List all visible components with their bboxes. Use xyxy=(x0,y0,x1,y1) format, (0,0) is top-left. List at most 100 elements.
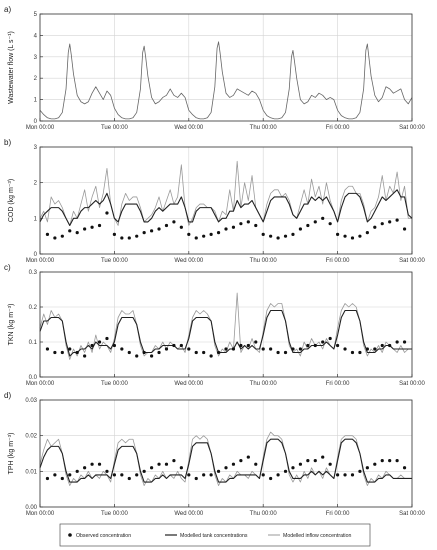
observed-point xyxy=(246,220,250,224)
observed-point xyxy=(306,459,310,463)
observed-point xyxy=(395,459,399,463)
observed-point xyxy=(321,340,325,344)
x-tick-label: Wed 00:00 xyxy=(174,511,204,517)
observed-point xyxy=(276,473,280,477)
y-tick-label: 0.1 xyxy=(29,340,38,346)
observed-point xyxy=(187,473,191,477)
y-tick-label: 0.02 xyxy=(25,434,37,440)
y-tick-label: 0.2 xyxy=(29,305,38,311)
observed-point xyxy=(45,347,50,351)
observed-point xyxy=(68,347,72,351)
observed-point xyxy=(105,336,109,341)
plot-frame xyxy=(39,271,413,378)
observed-point xyxy=(112,232,116,236)
observed-point xyxy=(261,347,265,351)
y-axis-label: Wastewater flow (L s⁻¹) xyxy=(8,31,15,104)
legend-observed-label: Observed concentration xyxy=(76,533,131,539)
observed-point xyxy=(283,350,288,355)
observed-point xyxy=(313,220,317,224)
observed-point xyxy=(187,232,191,236)
observed-point xyxy=(224,227,228,231)
observed-point xyxy=(97,462,102,466)
observed-point xyxy=(202,234,206,238)
observed-point xyxy=(164,347,169,351)
legend-tank-label: Modelled tank concentrations xyxy=(180,533,248,539)
observed-point xyxy=(388,220,392,224)
observed-point xyxy=(395,340,399,344)
x-tick-label: Wed 00:00 xyxy=(174,381,204,387)
observed-point xyxy=(269,234,273,238)
observed-point xyxy=(209,354,213,358)
observed-point xyxy=(127,350,131,355)
plot-area xyxy=(40,147,412,254)
x-tick-label: Mon 00:00 xyxy=(26,125,55,131)
plot-area xyxy=(40,272,412,377)
observed-point xyxy=(343,473,347,477)
y-tick-label: 1 xyxy=(34,98,38,104)
plot-area xyxy=(40,14,412,121)
legend: Observed concentration Modelled tank con… xyxy=(59,523,371,547)
observed-point xyxy=(90,343,94,348)
observed-point xyxy=(150,354,154,358)
observed-point xyxy=(209,232,213,236)
plot-frame xyxy=(39,13,413,122)
observed-point xyxy=(261,232,265,236)
observed-point xyxy=(179,343,183,348)
observed-point xyxy=(216,231,221,235)
observed-point xyxy=(157,462,161,466)
y-tick-label: 1 xyxy=(34,216,38,222)
observed-point xyxy=(336,343,340,348)
observed-point xyxy=(380,222,384,226)
y-tick-label: 2 xyxy=(34,76,38,82)
observed-point xyxy=(194,476,198,481)
observed-point xyxy=(60,350,64,355)
x-tick-label: Sat 00:00 xyxy=(399,125,425,131)
observed-point xyxy=(60,476,64,481)
observed-point xyxy=(231,347,236,351)
observed-point xyxy=(373,347,377,351)
observed-point xyxy=(239,459,243,463)
observed-point xyxy=(172,220,176,224)
observed-point xyxy=(83,227,87,231)
observed-point xyxy=(97,223,102,228)
observed-point xyxy=(90,462,94,466)
observed-point xyxy=(365,347,369,351)
observed-point xyxy=(358,469,362,473)
observed-point xyxy=(343,234,347,238)
x-tick-label: Wed 00:00 xyxy=(174,258,204,264)
observed-point xyxy=(194,236,198,240)
observed-point xyxy=(83,466,87,470)
observed-point xyxy=(350,236,355,240)
observed-point xyxy=(365,466,369,470)
y-tick-label: 0.3 xyxy=(29,270,38,276)
observed-point xyxy=(224,466,228,470)
y-axis-label: TPH (kg m⁻³) xyxy=(8,433,15,475)
observed-point xyxy=(328,222,332,226)
plot-frame xyxy=(39,146,413,255)
observed-point xyxy=(172,459,176,463)
panel-b: 0 1 2 3 Mon 00:00 Tue 00:00 Wed 00:00 Thu 00:00… xyxy=(4,138,426,264)
y-tick-label: 3 xyxy=(34,145,38,151)
observed-point xyxy=(231,225,236,229)
observed-point xyxy=(298,347,302,351)
panel-label: b) xyxy=(4,138,11,147)
observed-point xyxy=(112,343,116,348)
x-tick-label: Mon 00:00 xyxy=(26,511,55,517)
observed-point xyxy=(60,234,64,238)
observed-point xyxy=(127,236,131,240)
observed-point xyxy=(179,225,183,229)
panel-label: c) xyxy=(4,263,11,272)
observed-point xyxy=(90,225,94,229)
y-axis-label: COD (kg m⁻³) xyxy=(8,179,15,222)
inflow-series-line xyxy=(39,160,412,226)
tank-series-line xyxy=(39,309,412,357)
observed-point xyxy=(105,469,109,473)
x-tick-label: Mon 00:00 xyxy=(26,258,55,264)
observed-point xyxy=(313,459,317,463)
observed-point xyxy=(157,350,161,355)
x-tick-label: Thu 00:00 xyxy=(250,258,278,264)
observed-point xyxy=(53,350,57,355)
observed-point xyxy=(388,459,392,463)
x-tick-label: Fri 00:00 xyxy=(326,258,350,264)
